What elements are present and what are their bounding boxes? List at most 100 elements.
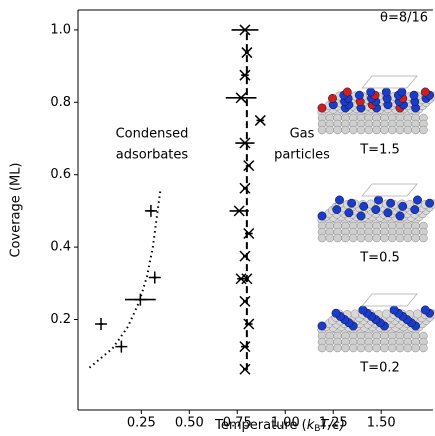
atom [333, 125, 342, 135]
marker [95, 318, 108, 331]
adsorbate [358, 305, 368, 315]
atom [364, 343, 374, 353]
marker [239, 341, 251, 353]
atom [413, 309, 422, 319]
x-tick-label: 0.25 [127, 416, 156, 431]
atom [419, 233, 428, 243]
marker [239, 137, 251, 149]
marker [243, 227, 255, 240]
marker [239, 69, 251, 81]
atom [317, 125, 327, 135]
annotation: Gas [290, 127, 315, 142]
marker [233, 205, 245, 217]
atom [364, 125, 374, 135]
adsorbate [335, 195, 344, 205]
line [88, 189, 162, 369]
atom [364, 233, 374, 243]
adsorbate [331, 308, 341, 318]
adsorbate [347, 198, 357, 208]
x-axis-label: Temperature (kBT/ε) [214, 418, 345, 434]
adsorbate [371, 205, 381, 215]
marker [235, 92, 247, 104]
inset-box [361, 183, 418, 197]
atom [387, 233, 397, 243]
adsorbate [410, 205, 420, 215]
inset-slab [317, 293, 435, 353]
atom [372, 343, 381, 353]
atom [333, 233, 342, 243]
atom [387, 343, 397, 353]
adsorbate [317, 211, 327, 221]
marker [241, 47, 253, 59]
atom [380, 233, 389, 243]
atom [348, 343, 358, 353]
y-tick-label: 0.2 [50, 312, 71, 327]
marker [115, 340, 128, 353]
atom [348, 233, 358, 243]
atom [372, 233, 381, 243]
atom [341, 343, 350, 353]
atom [395, 125, 405, 135]
atom [403, 343, 413, 353]
annotation: T=0.5 [359, 251, 400, 266]
adsorbate [381, 87, 391, 97]
atom [380, 125, 389, 135]
annotation: θ=8/16 [380, 11, 428, 26]
atom [341, 233, 350, 243]
marker [243, 318, 255, 330]
marker [148, 271, 161, 284]
adsorbate [420, 305, 430, 315]
inset-box [361, 293, 418, 307]
annotation: T=0.2 [359, 361, 400, 376]
atom [317, 233, 327, 243]
atom [325, 343, 335, 353]
adsorbate [354, 90, 364, 100]
marker [144, 204, 157, 217]
atom [333, 343, 342, 353]
adsorbate [328, 93, 337, 103]
adsorbate [420, 87, 430, 97]
adsorbate [342, 87, 352, 97]
atom [325, 125, 335, 135]
inset-box [361, 75, 418, 89]
adsorbate [356, 211, 366, 221]
adsorbate [389, 305, 399, 315]
atom [325, 233, 335, 243]
x-tick-label: 1.25 [319, 416, 348, 431]
adsorbate [359, 201, 369, 211]
atom [395, 343, 405, 353]
x-tick-label: 0.75 [223, 416, 252, 431]
atom [411, 233, 420, 243]
y-tick-label: 0.8 [50, 95, 71, 110]
adsorbate [374, 195, 383, 205]
annotation: Condensed [116, 127, 189, 142]
atom [411, 343, 420, 353]
marker [239, 24, 251, 36]
x-label-part: k [307, 418, 315, 433]
adsorbate [344, 208, 354, 218]
atom [381, 309, 391, 319]
atom [419, 343, 428, 353]
inset-slab [317, 183, 435, 243]
y-tick-label: 0.6 [50, 167, 71, 182]
y-tick-label: 0.4 [50, 240, 71, 255]
x-tick-label: 0.50 [175, 416, 204, 431]
atom [372, 125, 381, 135]
x-label-part: B [314, 424, 320, 434]
y-tick-label: 1.0 [50, 22, 71, 37]
atom [403, 125, 413, 135]
adsorbate [413, 195, 422, 205]
marker [239, 363, 251, 375]
inset-slab [317, 75, 435, 135]
atom [356, 125, 366, 135]
adsorbate [386, 198, 396, 208]
y-axis-label: Coverage (ML) [9, 162, 24, 257]
annotation: particles [274, 148, 330, 163]
adsorbate [332, 205, 342, 215]
adsorbate [366, 87, 376, 97]
marker [239, 250, 251, 262]
atom [348, 125, 358, 135]
atom [380, 343, 389, 353]
adsorbate [398, 201, 408, 211]
